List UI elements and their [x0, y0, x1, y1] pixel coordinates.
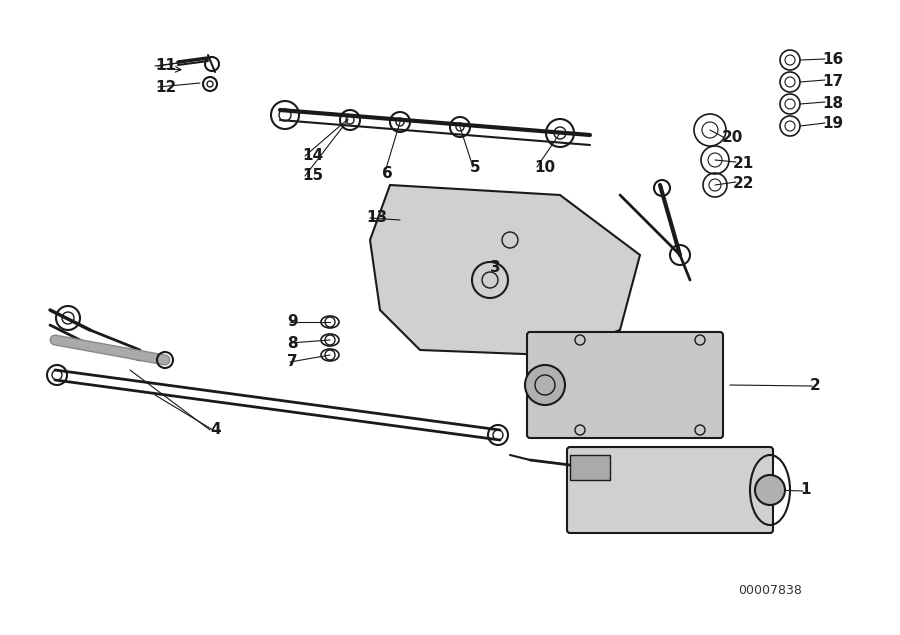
- Circle shape: [755, 475, 785, 505]
- Text: 13: 13: [366, 210, 387, 225]
- Text: 19: 19: [822, 116, 843, 131]
- Polygon shape: [370, 185, 640, 355]
- Text: 21: 21: [733, 156, 754, 171]
- Text: 2: 2: [810, 377, 821, 392]
- Text: 1: 1: [800, 483, 811, 497]
- Text: 16: 16: [822, 53, 843, 67]
- Text: 4: 4: [210, 422, 220, 438]
- Text: 6: 6: [382, 166, 392, 180]
- Text: 8: 8: [287, 335, 298, 351]
- Text: 3: 3: [490, 260, 500, 276]
- Text: 14: 14: [302, 149, 323, 163]
- Text: 7: 7: [287, 354, 298, 370]
- Text: 22: 22: [733, 175, 754, 190]
- FancyBboxPatch shape: [567, 447, 773, 533]
- Text: 5: 5: [470, 161, 481, 175]
- Text: 11: 11: [155, 58, 176, 74]
- Text: 9: 9: [287, 314, 298, 330]
- Text: 17: 17: [822, 74, 843, 88]
- Circle shape: [525, 365, 565, 405]
- FancyBboxPatch shape: [527, 332, 723, 438]
- Bar: [570, 455, 610, 480]
- Text: 10: 10: [534, 161, 555, 175]
- Text: 18: 18: [822, 95, 843, 110]
- Text: 00007838: 00007838: [738, 584, 802, 596]
- Text: 12: 12: [155, 79, 176, 95]
- Text: 20: 20: [722, 131, 743, 145]
- Text: 15: 15: [302, 168, 323, 184]
